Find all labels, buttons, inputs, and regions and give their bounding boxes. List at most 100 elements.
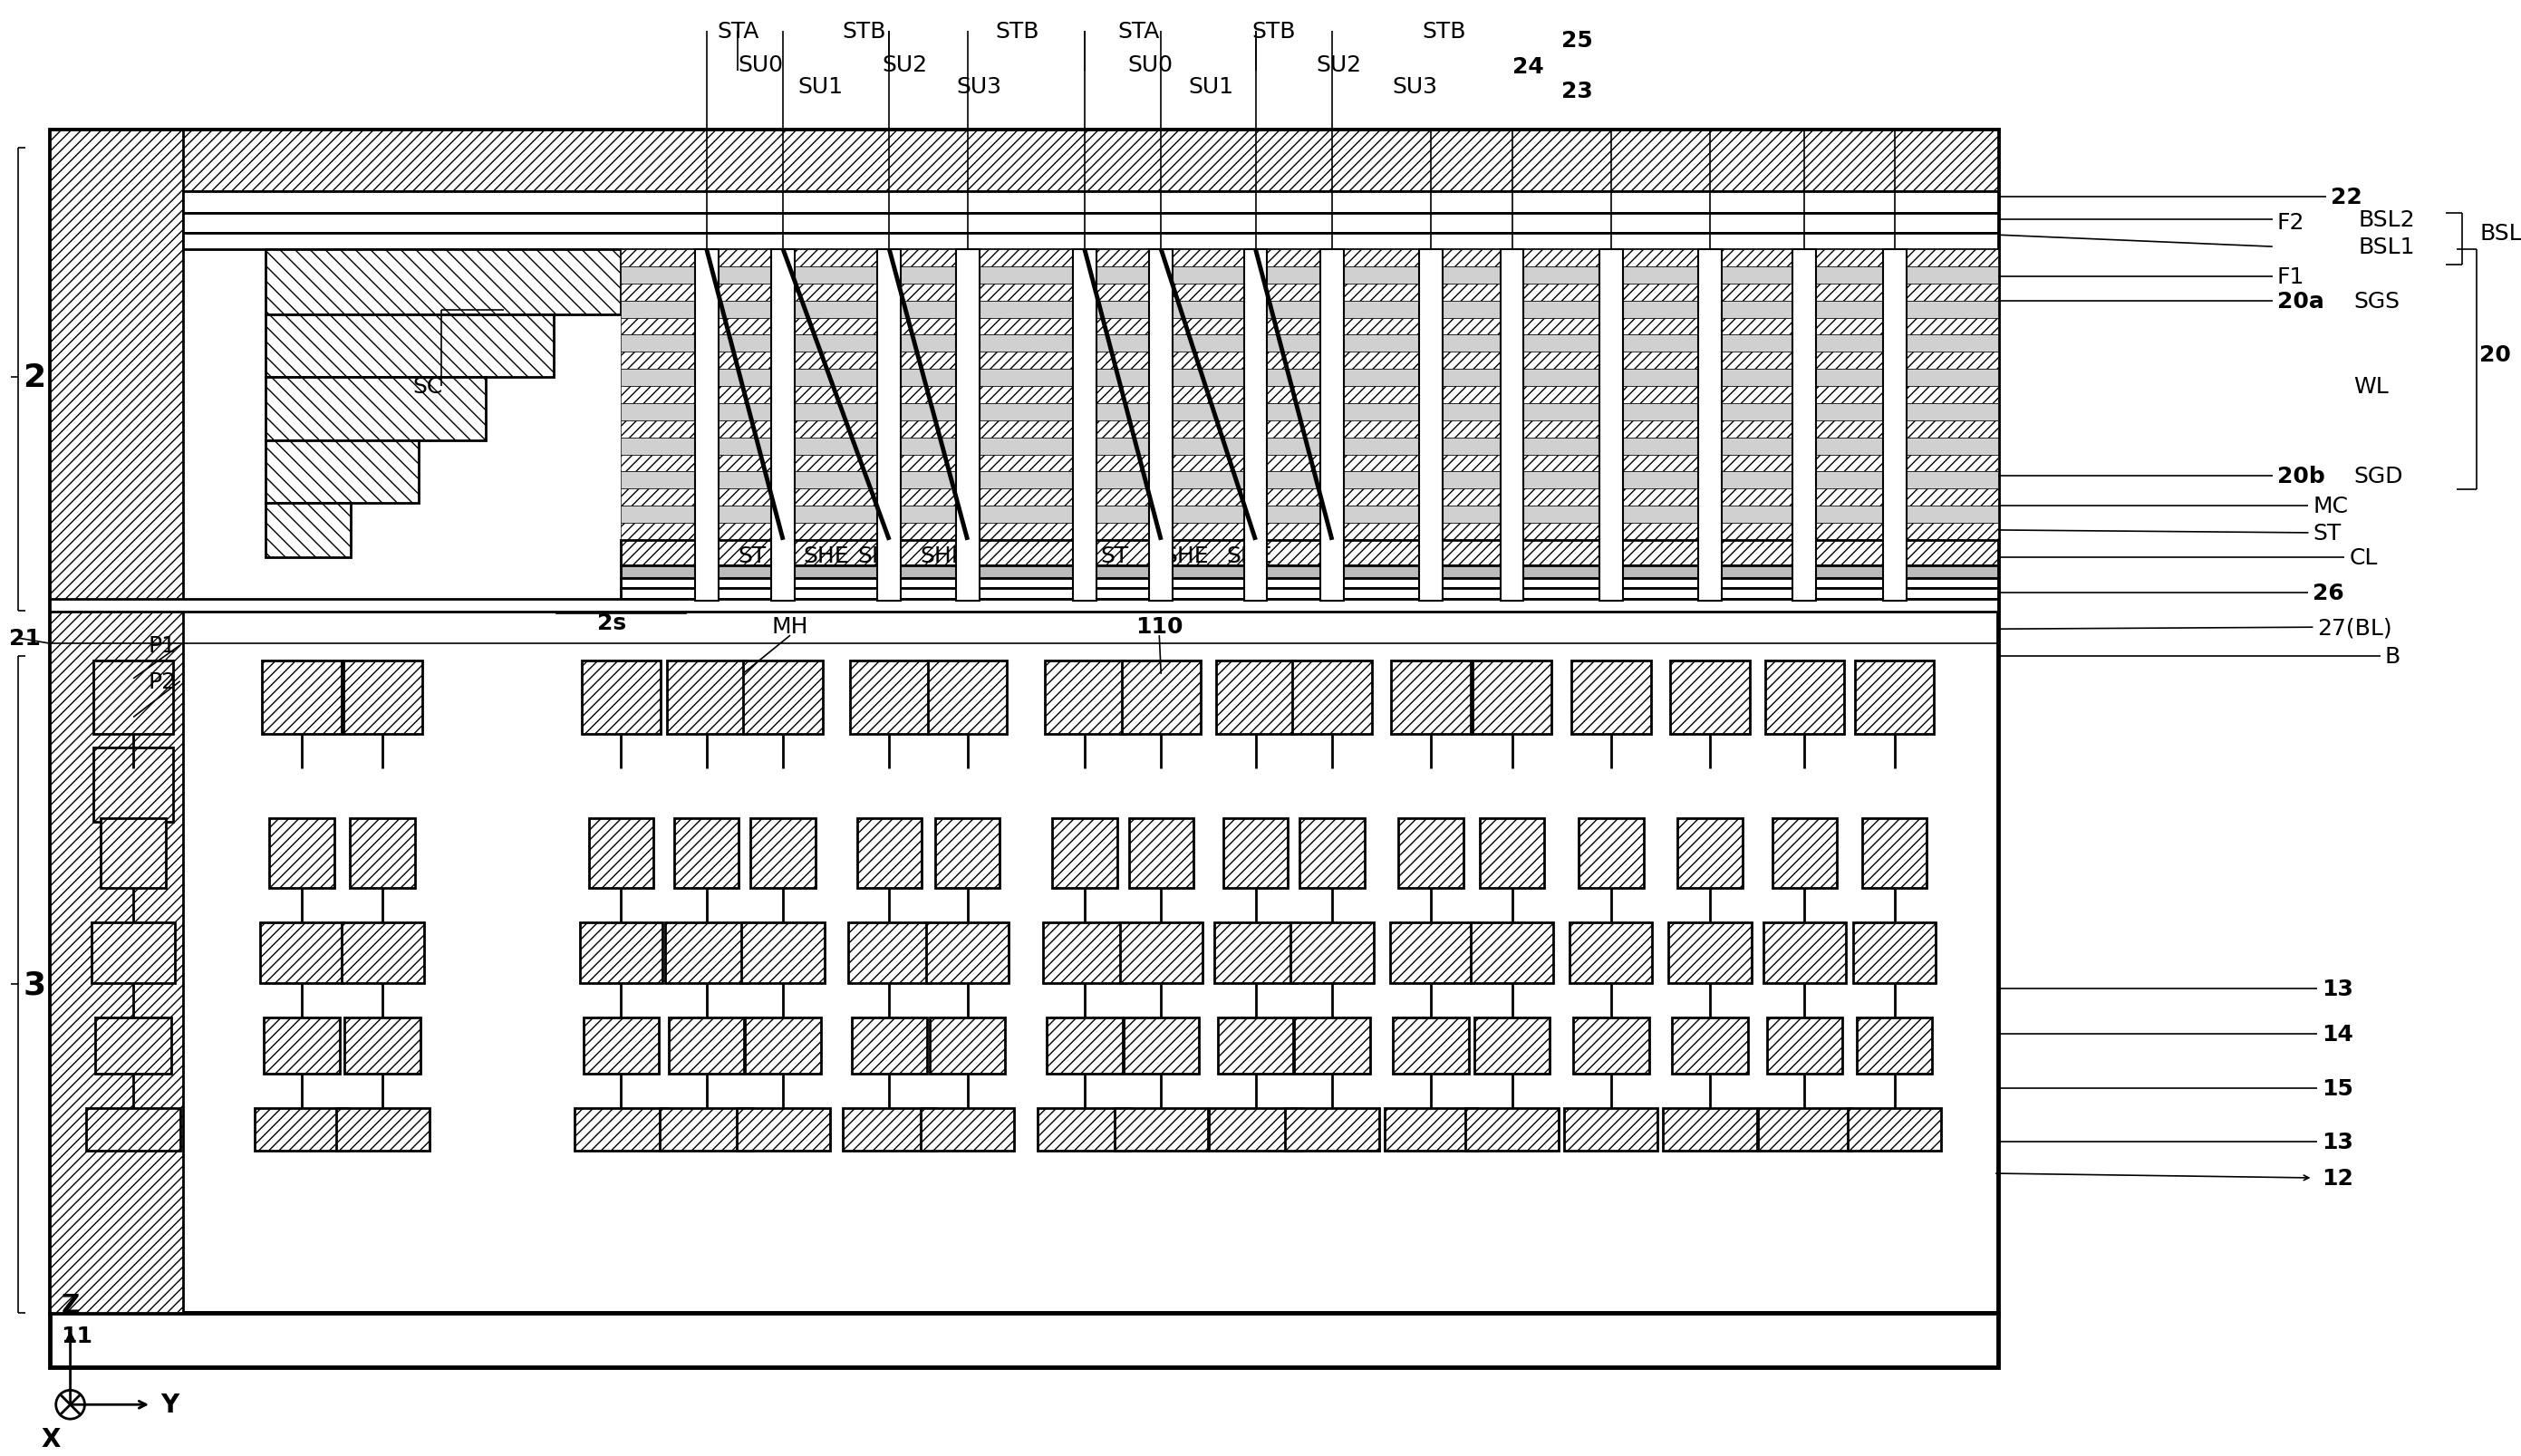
Bar	[1792, 250, 1815, 601]
Text: STB: STB	[1250, 20, 1296, 42]
Text: SU0: SU0	[739, 54, 784, 76]
Text: CL: CL	[2350, 546, 2377, 568]
Bar	[842, 1108, 935, 1152]
Text: 12: 12	[2322, 1168, 2355, 1190]
Text: 14: 14	[2322, 1024, 2355, 1045]
Bar	[345, 1018, 421, 1073]
Text: SGS: SGS	[2355, 290, 2400, 312]
Bar	[50, 131, 1999, 1313]
Bar	[1215, 923, 1296, 984]
Text: 23: 23	[1560, 82, 1593, 102]
Bar	[265, 377, 487, 441]
Bar	[744, 661, 822, 735]
Text: 20a: 20a	[2276, 290, 2324, 312]
Bar	[265, 250, 620, 314]
Text: 20b: 20b	[2276, 466, 2324, 488]
Bar	[1500, 250, 1523, 601]
Bar	[620, 456, 1999, 472]
Bar	[265, 314, 555, 377]
Text: SU3: SU3	[1392, 76, 1437, 98]
Bar	[1286, 1108, 1379, 1152]
Bar	[265, 504, 350, 558]
Text: 20: 20	[2481, 344, 2511, 365]
Bar	[1573, 1018, 1649, 1073]
Bar	[582, 1018, 658, 1073]
Bar	[265, 441, 418, 504]
Bar	[620, 301, 1999, 319]
Bar	[741, 923, 824, 984]
Bar	[1671, 1018, 1747, 1073]
Text: BSL: BSL	[2481, 223, 2521, 245]
Bar	[91, 923, 174, 984]
Bar	[1114, 1108, 1208, 1152]
Bar	[262, 661, 340, 735]
Bar	[1293, 1018, 1369, 1073]
Text: 21: 21	[10, 628, 40, 649]
Bar	[847, 923, 930, 984]
Bar	[661, 1108, 754, 1152]
Bar	[582, 661, 661, 735]
Text: STB: STB	[1422, 20, 1467, 42]
Bar	[255, 1108, 348, 1152]
Bar	[50, 131, 1999, 192]
Bar	[265, 1018, 340, 1073]
Bar	[260, 923, 343, 984]
Text: STB: STB	[996, 20, 1039, 42]
Text: ST: ST	[1099, 545, 1129, 566]
Bar	[1399, 818, 1462, 888]
Text: SU2: SU2	[882, 54, 928, 76]
Bar	[1243, 250, 1268, 601]
Bar	[666, 923, 749, 984]
Bar	[620, 352, 1999, 370]
Bar	[1863, 818, 1926, 888]
Bar	[620, 472, 1999, 489]
Bar	[184, 214, 1999, 234]
Bar	[1394, 1018, 1470, 1073]
Text: F2: F2	[2276, 213, 2304, 234]
Bar	[620, 387, 1999, 403]
Text: 110: 110	[1134, 616, 1182, 638]
Text: SHE: SHE	[920, 545, 966, 566]
Text: SC: SC	[413, 376, 444, 397]
Bar	[696, 250, 718, 601]
Text: 25: 25	[1560, 29, 1593, 51]
Bar	[771, 250, 794, 601]
Text: 2: 2	[23, 363, 45, 393]
Text: SHE: SHE	[857, 545, 903, 566]
Bar	[930, 1018, 1006, 1073]
Text: SHE: SHE	[804, 545, 850, 566]
Bar	[96, 1018, 171, 1073]
Bar	[620, 438, 1999, 456]
Bar	[86, 1108, 179, 1152]
Bar	[1051, 818, 1117, 888]
Bar	[335, 1108, 429, 1152]
Bar	[1664, 1108, 1757, 1152]
Bar	[1853, 923, 1936, 984]
Bar	[1218, 1018, 1293, 1073]
Bar	[1671, 661, 1750, 735]
Bar	[350, 818, 416, 888]
Text: STA: STA	[1117, 20, 1160, 42]
Text: ST: ST	[739, 545, 766, 566]
Bar	[1124, 1018, 1200, 1073]
Text: SU2: SU2	[1316, 54, 1361, 76]
Text: SU0: SU0	[1127, 54, 1172, 76]
Text: 11: 11	[61, 1325, 93, 1347]
Bar	[184, 234, 1999, 250]
Bar	[877, 250, 900, 601]
Bar	[620, 590, 1999, 600]
Bar	[955, 250, 978, 601]
Bar	[620, 335, 1999, 352]
Text: P2: P2	[149, 671, 176, 693]
Bar	[1475, 1018, 1550, 1073]
Bar	[184, 192, 1999, 214]
Text: 27(BL): 27(BL)	[2317, 617, 2392, 639]
Bar	[1578, 818, 1644, 888]
Text: STB: STB	[842, 20, 885, 42]
Text: WL: WL	[2355, 376, 2387, 397]
Bar	[590, 818, 653, 888]
Bar	[1208, 1108, 1303, 1152]
Text: BSL1: BSL1	[2357, 236, 2415, 258]
Bar	[1676, 818, 1742, 888]
Bar	[1571, 923, 1651, 984]
